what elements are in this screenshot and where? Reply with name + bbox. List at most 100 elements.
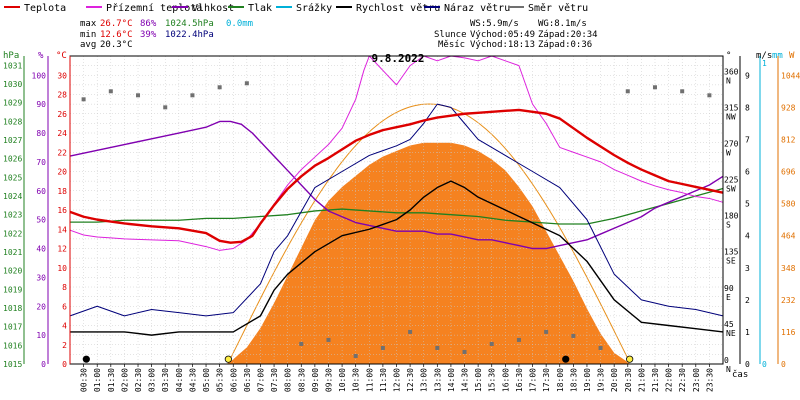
humidity-tick-label: 90	[36, 100, 46, 109]
pressure-tick-label: 1019	[3, 285, 22, 294]
wind-tick-label: 9	[745, 71, 750, 80]
sunrise-marker	[224, 355, 232, 363]
legend-item-prizemni-teplota: Přízemní teplota	[86, 2, 202, 14]
time-tick-label: 18:30	[569, 368, 578, 392]
solar-tick-label: 580	[781, 200, 796, 209]
time-tick-label: 01:00	[93, 368, 102, 392]
solar-tick-label: 928	[781, 103, 796, 112]
wind-direction-point	[299, 341, 304, 346]
time-tick-label: 03:00	[148, 368, 157, 392]
direction-name-label: E	[726, 293, 731, 302]
time-tick-label: 11:00	[365, 368, 374, 392]
sun-set: Západ:20:34	[538, 30, 598, 40]
wind-direction-point	[326, 337, 331, 342]
axes-layer: 1015101610171018101910201021102210231024…	[3, 56, 800, 392]
time-tick-label: 13:30	[433, 368, 442, 392]
stat-max-rain: 0.0mm	[226, 19, 253, 29]
temperature-tick-label: 26	[57, 110, 67, 119]
left-axis-units: hPa % °C	[3, 51, 67, 61]
stat-max-press: 1024.5hPa	[165, 19, 214, 29]
legend-label: Vlhkost	[192, 3, 234, 14]
series-ground-temperature	[69, 55, 724, 251]
rain-tick-label: 0	[762, 360, 767, 369]
time-tick-label: 08:30	[297, 368, 306, 392]
wind-sun-moon-block: WS:5.9m/s WG:8.1m/s Slunce Východ:05:49 …	[434, 19, 598, 50]
wind-direction-point	[244, 81, 249, 86]
wind-gust-info: WG:8.1m/s	[538, 19, 587, 29]
temperature-tick-label: 0	[62, 360, 67, 369]
right-axis-units: ° m/s mm W	[726, 51, 795, 61]
unit-hpa: hPa	[3, 51, 19, 61]
time-tick-label: 16:00	[501, 368, 510, 392]
legend-label: Srážky	[296, 2, 332, 14]
legend-item-vlhkost: Vlhkost	[172, 3, 234, 14]
legend-label: Rychlost větru	[356, 2, 440, 14]
wind-tick-label: 3	[745, 264, 750, 273]
series-temperature	[69, 108, 724, 244]
wind-direction-point	[163, 105, 168, 110]
time-tick-label: 12:30	[406, 368, 415, 392]
legend: Teplota Přízemní teplota Vlhkost Tlak Sr…	[4, 2, 588, 14]
direction-tick-label: 180	[724, 212, 739, 221]
unit-celsius: °C	[56, 51, 67, 61]
series-wind-speed	[70, 180, 724, 336]
moon-label: Měsíc	[438, 40, 465, 50]
wind-tick-label: 2	[745, 296, 750, 305]
direction-name-label: W	[726, 148, 731, 157]
temperature-tick-label: 18	[57, 187, 67, 196]
solar-tick-label: 1044	[781, 71, 800, 80]
series-wind-gust	[69, 103, 724, 317]
moonrise-marker	[562, 355, 570, 363]
wind-direction-point	[136, 93, 141, 98]
moonset-marker	[82, 355, 90, 363]
legend-label: Náraz větru	[444, 2, 510, 14]
series-pressure	[70, 187, 724, 225]
time-tick-label: 02:30	[134, 368, 143, 392]
pressure-tick-label: 1023	[3, 211, 22, 220]
time-tick-label: 16:30	[515, 368, 524, 392]
stat-min-label: min	[80, 30, 96, 40]
series-layer	[69, 55, 724, 358]
pressure-tick-label: 1024	[3, 192, 22, 201]
time-tick-label: 17:00	[529, 368, 538, 392]
unit-ms: m/s	[756, 51, 772, 61]
temperature-tick-label: 8	[62, 283, 67, 292]
time-tick-label: 01:30	[107, 368, 116, 392]
wind-direction-point	[435, 345, 440, 350]
humidity-tick-label: 0	[41, 360, 46, 369]
moon-rise: Východ:18:13	[470, 40, 535, 50]
wind-direction-point	[190, 93, 195, 98]
wind-tick-label: 5	[745, 200, 750, 209]
wind-direction-point	[217, 85, 222, 90]
wind-direction-point	[652, 85, 657, 90]
humidity-tick-label: 40	[36, 245, 46, 254]
grid-layer	[70, 56, 723, 364]
wind-tick-label: 8	[745, 103, 750, 112]
wind-direction-point	[462, 349, 467, 354]
legend-label: Teplota	[24, 3, 66, 14]
time-tick-label: 05:00	[202, 368, 211, 392]
direction-name-label: SW	[726, 185, 736, 194]
humidity-tick-label: 60	[36, 187, 46, 196]
unit-degree: °	[726, 51, 731, 61]
wind-tick-label: 1	[745, 328, 750, 337]
time-tick-label: 10:00	[338, 368, 347, 392]
pressure-tick-label: 1029	[3, 99, 22, 108]
temperature-tick-label: 22	[57, 148, 67, 157]
time-tick-label: 06:00	[229, 368, 238, 392]
temperature-tick-label: 30	[57, 71, 67, 80]
wind-direction-point	[108, 89, 113, 94]
time-tick-label: 09:30	[324, 368, 333, 392]
temperature-tick-label: 28	[57, 91, 67, 100]
wind-direction-point	[571, 333, 576, 338]
humidity-tick-label: 50	[36, 216, 46, 225]
wind-direction-point	[353, 353, 358, 358]
humidity-tick-label: 100	[32, 71, 47, 80]
stat-max-label: max	[80, 19, 97, 29]
wind-direction-point	[489, 341, 494, 346]
direction-name-label: N	[726, 76, 731, 85]
pressure-tick-label: 1025	[3, 173, 22, 182]
wind-direction-point	[380, 345, 385, 350]
series-humidity	[69, 120, 724, 250]
